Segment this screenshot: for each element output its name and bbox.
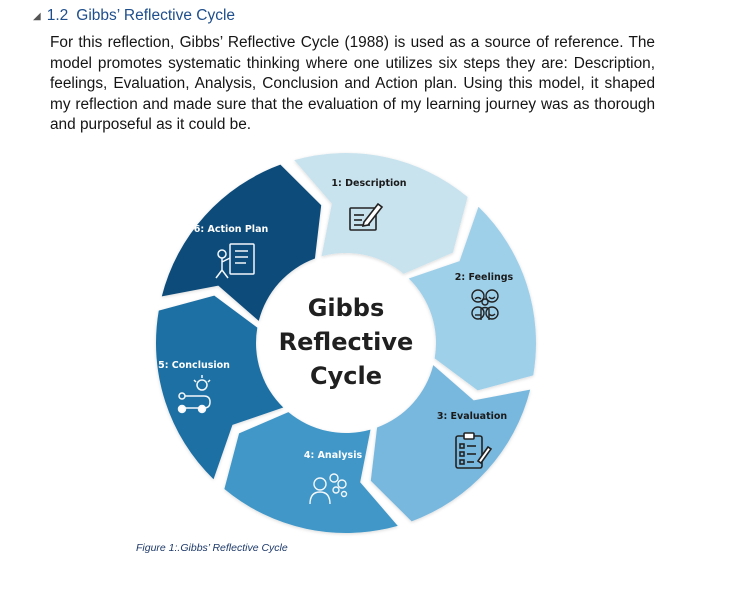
segment-label-action-plan: 6: Action Plan [194, 224, 269, 235]
segment-label-analysis: 4: Analysis [304, 450, 363, 461]
cycle-svg: Gibbs Reflective Cycle 1: Description 2:… [156, 153, 536, 533]
checklist-clipboard-icon [455, 432, 493, 469]
segment-analysis [224, 412, 398, 533]
center-line-3: Cycle [310, 362, 382, 390]
segment-evaluation [370, 365, 531, 522]
collapse-triangle-icon[interactable]: ◢ [33, 10, 41, 22]
path-lightbulb-icon [177, 375, 211, 414]
segment-label-conclusion: 5: Conclusion [158, 360, 230, 371]
segment-label-description: 1: Description [331, 178, 406, 189]
section-number: 1.2 [46, 7, 69, 24]
figure-caption: Figure 1:.Gibbs’ Reflective Cycle [136, 542, 288, 554]
center-circle [260, 257, 432, 429]
segment-description [294, 153, 468, 274]
faces-icon [471, 289, 499, 320]
segment-conclusion [156, 295, 284, 480]
document-edit-icon [349, 202, 384, 231]
segment-label-feelings: 2: Feelings [455, 272, 514, 283]
person-thinking-icon [309, 473, 348, 505]
cycle-segments [156, 153, 536, 533]
center-line-1: Gibbs [308, 294, 385, 322]
center-line-2: Reflective [279, 328, 414, 356]
body-paragraph: For this reflection, Gibbs’ Reflective C… [50, 34, 655, 134]
section-heading: ◢ 1.2 Gibbs’ Reflective Cycle [33, 6, 235, 26]
gibbs-cycle-diagram: Gibbs Reflective Cycle 1: Description 2:… [130, 148, 570, 540]
section-title: Gibbs’ Reflective Cycle [76, 7, 236, 24]
segment-label-evaluation: 3: Evaluation [437, 411, 508, 422]
segment-action-plan [161, 164, 322, 321]
plan-board-icon [215, 243, 255, 279]
